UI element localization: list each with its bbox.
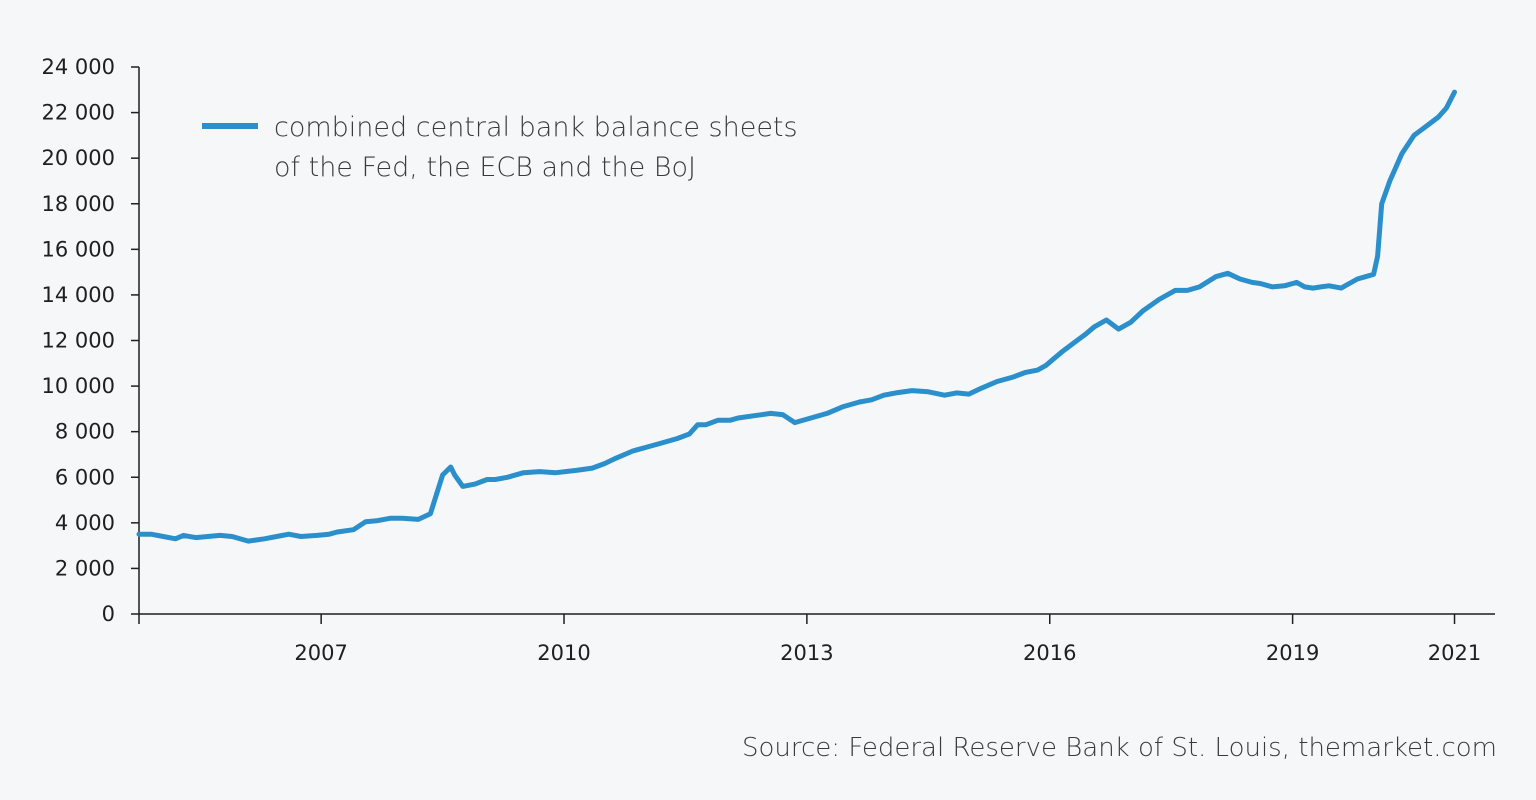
y-tick-label: 8 000	[55, 420, 115, 444]
y-tick-label: 22 000	[42, 101, 115, 125]
x-tick-label: 2007	[294, 641, 347, 665]
y-tick-label: 18 000	[42, 192, 115, 216]
y-tick-label: 12 000	[42, 329, 115, 353]
x-tick-label: 2010	[537, 641, 590, 665]
legend-label-line-1: combined central bank balance sheets	[274, 112, 798, 143]
y-tick-label: 6 000	[55, 465, 115, 489]
y-tick-label: 24 000	[42, 55, 115, 79]
y-tick-label: 2 000	[55, 556, 115, 580]
y-tick-label: 4 000	[55, 511, 115, 535]
y-tick-label: 16 000	[42, 237, 115, 261]
series-line	[136, 89, 1457, 544]
series-group	[136, 89, 1457, 544]
x-tick-label: 2016	[1023, 641, 1076, 665]
x-tick-label: 2013	[780, 641, 833, 665]
y-tick-label: 10 000	[42, 374, 115, 398]
x-axis: 2007 2010 2013 2016 2019 2021	[138, 613, 1495, 665]
legend-label-line-2: of the Fed, the ECB and the BoJ	[274, 152, 696, 183]
x-tick-label: 2021	[1428, 641, 1481, 665]
y-tick-label: 0	[102, 602, 115, 626]
y-tick-label: 14 000	[42, 283, 115, 307]
legend: combined central bank balance sheets of …	[202, 112, 798, 183]
y-tick-label: 20 000	[42, 146, 115, 170]
y-axis: 0 2 000 4 000 6 000 8 000 10 000 12 000 14 000 1…	[42, 55, 140, 626]
x-tick-label: 2019	[1266, 641, 1319, 665]
source-note: Source: Federal Reserve Bank of St. Loui…	[742, 733, 1497, 763]
